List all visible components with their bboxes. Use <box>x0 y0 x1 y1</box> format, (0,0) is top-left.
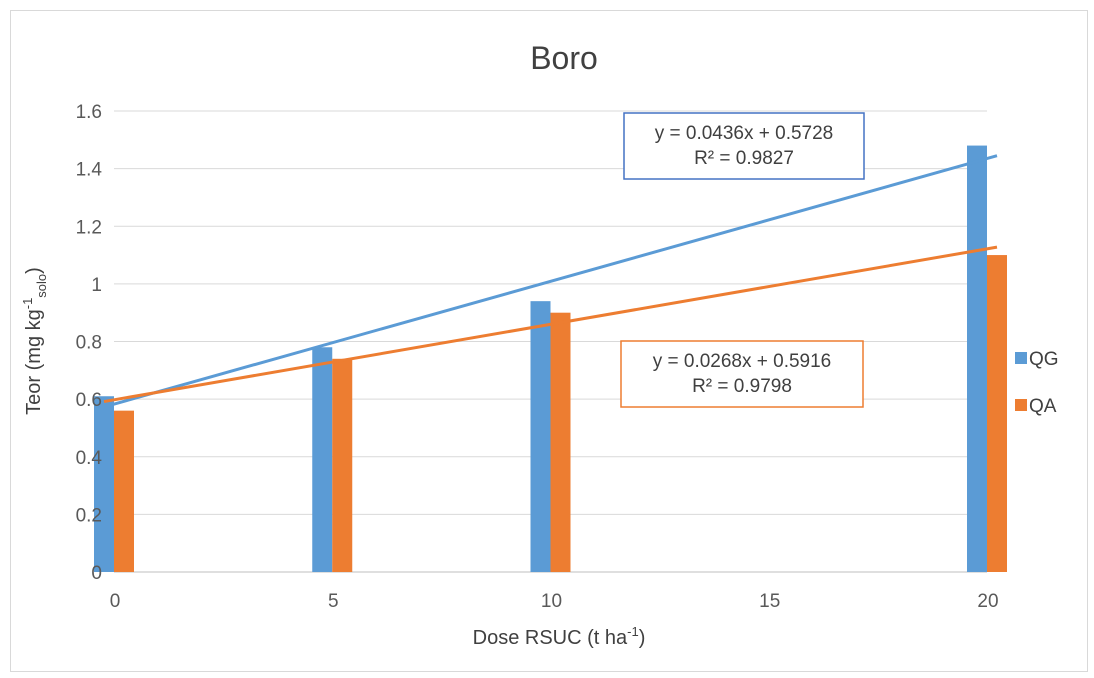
equation-box-qa: y = 0.0268x + 0.5916 R² = 0.9798 <box>620 340 864 408</box>
r-squared-qa: R² = 0.9798 <box>692 376 792 397</box>
x-tick-label: 15 <box>759 591 780 612</box>
chart-title: Boro <box>530 40 598 76</box>
y-tick-label: 1 <box>91 275 102 296</box>
chart-svg: 0 0.2 0.4 0.6 0.8 1 1.2 1.4 1.6 0 5 10 15 20 Boro Dos… <box>20 40 1059 649</box>
y-tick-label: 0 <box>91 563 102 584</box>
bar-qa <box>987 255 1007 572</box>
legend-swatch-qg <box>1015 352 1027 364</box>
x-tick-label: 0 <box>110 591 121 612</box>
legend-label-qa: QA <box>1029 396 1057 417</box>
x-axis-label: Dose RSUC (t ha-1) <box>473 624 646 649</box>
y-axis-label-sup: -1 <box>20 298 35 310</box>
x-axis-label-sup: -1 <box>627 624 639 639</box>
y-axis-label-main: Teor (mg kg <box>23 309 45 415</box>
bar-qg <box>94 396 114 572</box>
legend-item-qg: QG <box>1015 349 1059 370</box>
x-tick-label: 10 <box>541 591 562 612</box>
chart-frame: 0 0.2 0.4 0.6 0.8 1 1.2 1.4 1.6 0 5 10 15 20 Boro Dos… <box>10 10 1088 672</box>
trendline-qg <box>103 154 998 409</box>
bars <box>94 145 1007 572</box>
y-axis-label-end: ) <box>23 267 45 274</box>
y-tick-label: 1.2 <box>76 217 102 238</box>
trendline-qa <box>103 245 998 404</box>
legend-label-qg: QG <box>1029 349 1059 370</box>
x-tick-label: 5 <box>328 591 339 612</box>
x-axis-label-main: Dose RSUC (t ha <box>473 627 628 649</box>
bar-qg <box>530 301 551 572</box>
y-tick-label: 0.6 <box>76 390 102 411</box>
bar-qa <box>550 312 571 572</box>
y-tick-label: 1.6 <box>76 102 102 123</box>
equation-qa: y = 0.0268x + 0.5916 <box>653 351 832 372</box>
equation-qg: y = 0.0436x + 0.5728 <box>655 123 834 144</box>
x-tick-label: 20 <box>977 591 998 612</box>
equation-box-qg-border <box>623 112 865 180</box>
x-axis-label-end: ) <box>639 627 646 649</box>
bar-qg <box>967 145 987 572</box>
bar-qg <box>312 347 333 572</box>
r-squared-qg: R² = 0.9827 <box>694 148 794 169</box>
y-tick-label: 0.2 <box>76 505 102 526</box>
trendlines <box>103 154 998 409</box>
y-tick-label: 1.4 <box>76 160 103 181</box>
equation-box-qg: y = 0.0436x + 0.5728 R² = 0.9827 <box>623 112 865 180</box>
tick-labels: 0 0.2 0.4 0.6 0.8 1 1.2 1.4 1.6 0 5 10 15 20 <box>76 102 999 612</box>
legend: QG QA <box>1015 349 1059 417</box>
bar-qa <box>332 358 353 572</box>
y-axis-label-sub: solo <box>34 274 49 298</box>
y-tick-label: 0.8 <box>76 333 102 354</box>
bar-qa <box>114 410 134 572</box>
legend-item-qa: QA <box>1015 396 1057 417</box>
y-axis-label: Teor (mg kg-1solo) <box>20 267 49 415</box>
legend-swatch-qa <box>1015 399 1027 411</box>
y-tick-label: 0.4 <box>76 448 103 469</box>
equation-box-qa-border <box>620 340 864 408</box>
